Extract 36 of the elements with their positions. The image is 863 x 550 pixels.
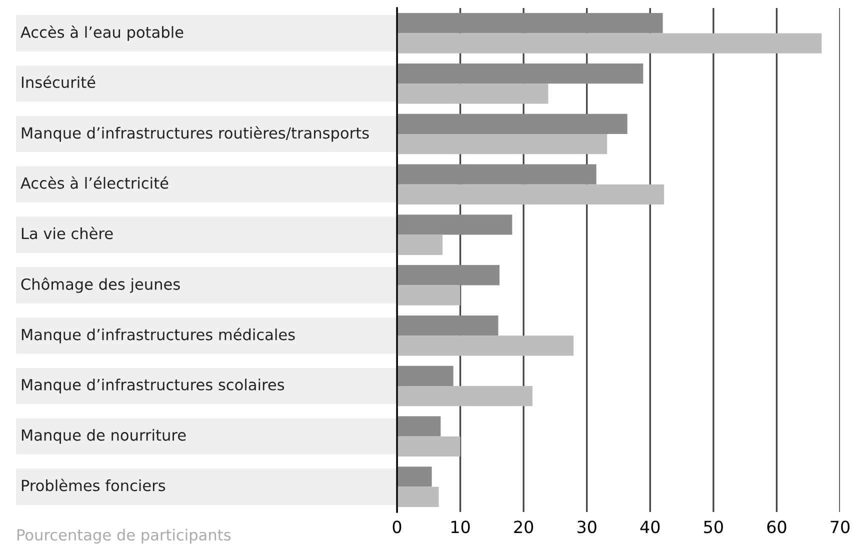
y-tick-label: Accès à l’électricité — [20, 176, 168, 189]
bar — [397, 265, 500, 286]
y-tick-label: Manque d’infrastructures scolaires — [22, 378, 284, 394]
y-tick-label: La vie chère — [22, 226, 113, 240]
x-tick-label: 50 — [704, 520, 723, 534]
bar — [397, 164, 596, 184]
x-tick-label: 20 — [514, 520, 534, 534]
y-tick-label: Accès à l’eau potable — [20, 26, 184, 41]
bar — [397, 84, 548, 104]
y-tick-label: Manque d’infrastructures médicales — [22, 328, 295, 344]
bar — [397, 336, 574, 356]
y-tick-label: Insécurité — [22, 76, 96, 88]
bar — [397, 63, 644, 84]
x-axis-title: Pourcentage de participants — [18, 528, 231, 544]
bar — [397, 315, 498, 336]
x-tick-label: 10 — [452, 520, 470, 534]
bar — [397, 486, 439, 507]
bar — [397, 416, 441, 436]
bar — [397, 466, 432, 487]
bar — [397, 386, 532, 406]
x-tick-label: 30 — [578, 520, 596, 534]
y-tick-label: Problèmes fonciers — [22, 478, 166, 492]
bar — [397, 285, 460, 306]
bar — [397, 234, 443, 255]
y-tick-label: Manque de nourriture — [22, 429, 186, 444]
bar — [397, 366, 454, 386]
bar — [397, 214, 512, 235]
bar — [397, 134, 608, 154]
x-tick-label: 60 — [767, 520, 786, 534]
x-tick-label: 0 — [392, 520, 402, 534]
x-tick-label: 40 — [640, 520, 660, 534]
y-tick-label: Chômage des jeunes — [21, 278, 180, 293]
bar — [397, 114, 628, 134]
bar — [397, 436, 460, 457]
y-tick-label: Manque d’infrastructures routières/transports — [22, 126, 369, 142]
x-tick-label: 70 — [830, 520, 850, 534]
